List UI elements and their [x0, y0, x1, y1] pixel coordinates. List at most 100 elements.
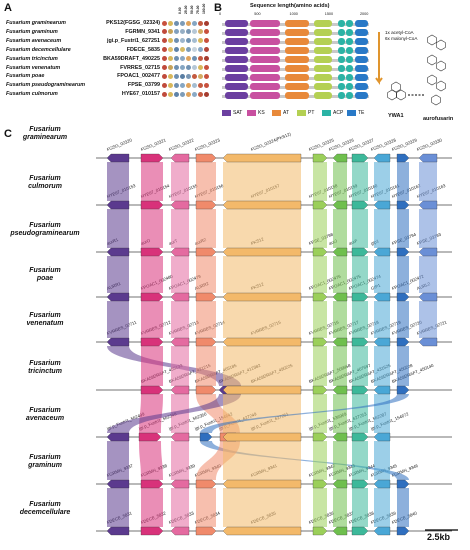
synteny-ribbon: [200, 441, 409, 480]
synteny-ribbon: [171, 209, 189, 248]
panel-a-similarity-dot: [180, 20, 185, 26]
panel-b-domain-ks: [250, 65, 280, 72]
panel-a-similarity-dot: [198, 38, 203, 44]
gene-arrow: [312, 200, 328, 210]
panel-b-domain-at: [285, 74, 309, 81]
panel-b-domain-pt: [313, 74, 332, 81]
panel-b-domain-te: [355, 74, 368, 81]
scale-bar-label: 2.5kb: [427, 532, 451, 542]
gene-arrow: [351, 526, 369, 536]
synteny-ribbon: [352, 441, 368, 480]
panel-a-similarity-dot: [204, 29, 209, 35]
gene-arrow: [418, 200, 438, 210]
gene-arrow: [373, 153, 391, 163]
panel-a-species: Fusarium graminum: [6, 28, 58, 35]
panel-a-species: Fusarium culmorum: [6, 91, 58, 98]
gene-arrow: [170, 526, 190, 536]
gene-arrow: [106, 153, 130, 163]
panel-c-species-label: Fusarium culmorum: [2, 175, 88, 191]
panel-b-domain-sat: [224, 92, 249, 99]
panel-a-similarity-dot: [174, 29, 179, 35]
gene-arrow: [332, 479, 348, 489]
panel-a-similarity-dot: [198, 73, 203, 79]
gene-arrow: [140, 153, 164, 163]
panel-b-domain-acp: [337, 65, 345, 72]
panel-b-domain-acp: [337, 83, 345, 90]
panel-a-similarity-dot: [174, 56, 179, 62]
synteny-ribbon: [333, 441, 347, 480]
gene-arrow: [332, 337, 348, 347]
gene-arrow: [332, 292, 348, 302]
gene-arrow: [170, 385, 190, 395]
gene-arrow: [332, 200, 348, 210]
synteny-ribbon: [313, 301, 327, 338]
gene-arrow: [332, 153, 348, 163]
gene-arrow: [140, 292, 164, 302]
gene-arrow: [140, 200, 164, 210]
gene-arrow: [351, 337, 369, 347]
synteny-ribbon: [171, 488, 189, 527]
panel-a-similarity-dot: [186, 47, 191, 53]
synteny-ribbon: [171, 256, 189, 293]
gene-arrow: [418, 153, 438, 163]
synteny-ribbon: [374, 346, 390, 386]
panel-b-legend-swatch: [247, 110, 256, 116]
panel-b-domain-pt: [313, 92, 332, 99]
panel-a-similarity-dot: [204, 91, 209, 97]
gene-arrow: [106, 292, 130, 302]
panel-a-similarity-dot: [174, 20, 179, 26]
synteny-ribbon: [223, 162, 301, 201]
panel-a-similarity-dot: [198, 56, 203, 62]
synteny-ribbon: [223, 488, 301, 527]
gene-arrow: [222, 153, 302, 163]
panel-a-similarity-dot: [162, 20, 167, 26]
panel-a-similarity-dot: [162, 73, 167, 79]
synteny-ribbon: [141, 209, 163, 248]
synteny-ribbon: [196, 301, 216, 338]
panel-a-species: Fusarium decemcellulare: [6, 46, 71, 53]
gene-arrow: [332, 247, 348, 257]
gene-arrow: [222, 526, 302, 536]
synteny-ribbon: [223, 394, 301, 433]
synteny-ribbon: [223, 346, 301, 386]
panel-label-b: B: [214, 2, 222, 14]
panel-b-legend-label: KS: [258, 110, 265, 116]
panel-b-domain-sat: [224, 65, 249, 72]
gene-arrow: [312, 292, 328, 302]
species-epithet: graminearum: [22, 134, 68, 141]
synteny-ribbon: [419, 209, 437, 248]
synteny-ribbon: [352, 256, 368, 293]
panel-a-similarity-dot: [180, 73, 185, 79]
panel-c-species-label: Fusarium tricinctum: [2, 360, 88, 376]
panel-b-domain-acp: [346, 65, 354, 72]
panel-b-legend-label: AT: [283, 110, 290, 116]
panel-a-similarity-dot: [174, 65, 179, 70]
panel-b-domain-sat: [224, 20, 249, 27]
panel-a-accession: BKA59DRAFT_490225: [103, 55, 160, 62]
panel-b-tick-label: 1000: [289, 12, 298, 16]
synteny-ribbon: [352, 301, 368, 338]
synteny-ribbon: [313, 209, 327, 248]
panel-a-similarity-dot: [180, 38, 185, 44]
panel-b-legend-label: ACP: [333, 110, 344, 116]
panel-b-domain-pt: [313, 47, 332, 54]
panel-a-similarity-dot: [204, 38, 209, 44]
panel-a-similarity-dot: [192, 73, 197, 79]
synteny-ribbon: [352, 209, 368, 248]
panel-b-domain-ks: [250, 29, 280, 36]
panel-c-species-label: Fusarium graminum: [2, 454, 88, 470]
panel-b-domain-acp: [346, 83, 354, 90]
compound-aurofusarin-label: aurofusarin: [423, 116, 454, 122]
gene-arrow: [396, 200, 410, 210]
panel-b-domain-acp: [346, 92, 354, 99]
panel-b-domain-at: [285, 20, 309, 27]
synteny-ribbon: [313, 441, 327, 480]
panel-a-similarity-dot: [174, 91, 179, 97]
panel-a-species: Fusarium graminearum: [6, 20, 66, 26]
panel-a-similarity-dot: [198, 20, 203, 26]
gene-arrow: [396, 153, 410, 163]
species-epithet: pseudograminearum: [10, 230, 80, 237]
panel-a-similarity-dot: [174, 82, 179, 88]
panel-a-similarity-dot: [162, 29, 167, 35]
panel-b-legend-swatch: [272, 110, 281, 116]
